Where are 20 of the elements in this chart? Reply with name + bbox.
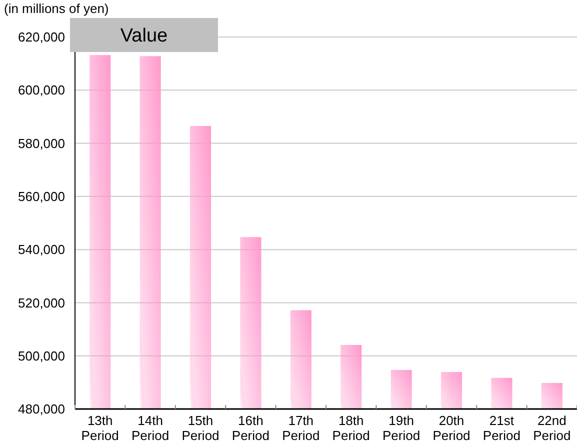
y-tick-label: 480,000 [18, 402, 65, 417]
x-tick-label: 16th Period [232, 413, 270, 443]
y-tick-label: 560,000 [18, 188, 65, 204]
x-tick-label: 15th Period [182, 413, 220, 443]
y-axis-title: (in millions of yen) [4, 1, 109, 16]
y-tick-label: 620,000 [18, 30, 65, 45]
chart-title: Value [120, 26, 168, 47]
x-tick-label: 22nd Period [533, 413, 571, 443]
y-tick-label: 580,000 [18, 136, 65, 151]
x-tick-label: 18th Period [332, 413, 370, 443]
y-tick-label: 600,000 [18, 82, 65, 98]
x-tick-label: 13th Period [81, 413, 119, 443]
x-tick-label: 17th Period [282, 413, 320, 443]
x-tick-label: 20th Period [432, 413, 470, 443]
x-tick-label: 19th Period [382, 413, 420, 443]
y-tick-label: 520,000 [18, 295, 65, 310]
x-tick-label: 21st Period [482, 413, 520, 443]
x-tick-label: 14th Period [132, 413, 170, 443]
y-tick-label: 540,000 [18, 242, 65, 258]
y-tick-label: 500,000 [18, 348, 65, 364]
